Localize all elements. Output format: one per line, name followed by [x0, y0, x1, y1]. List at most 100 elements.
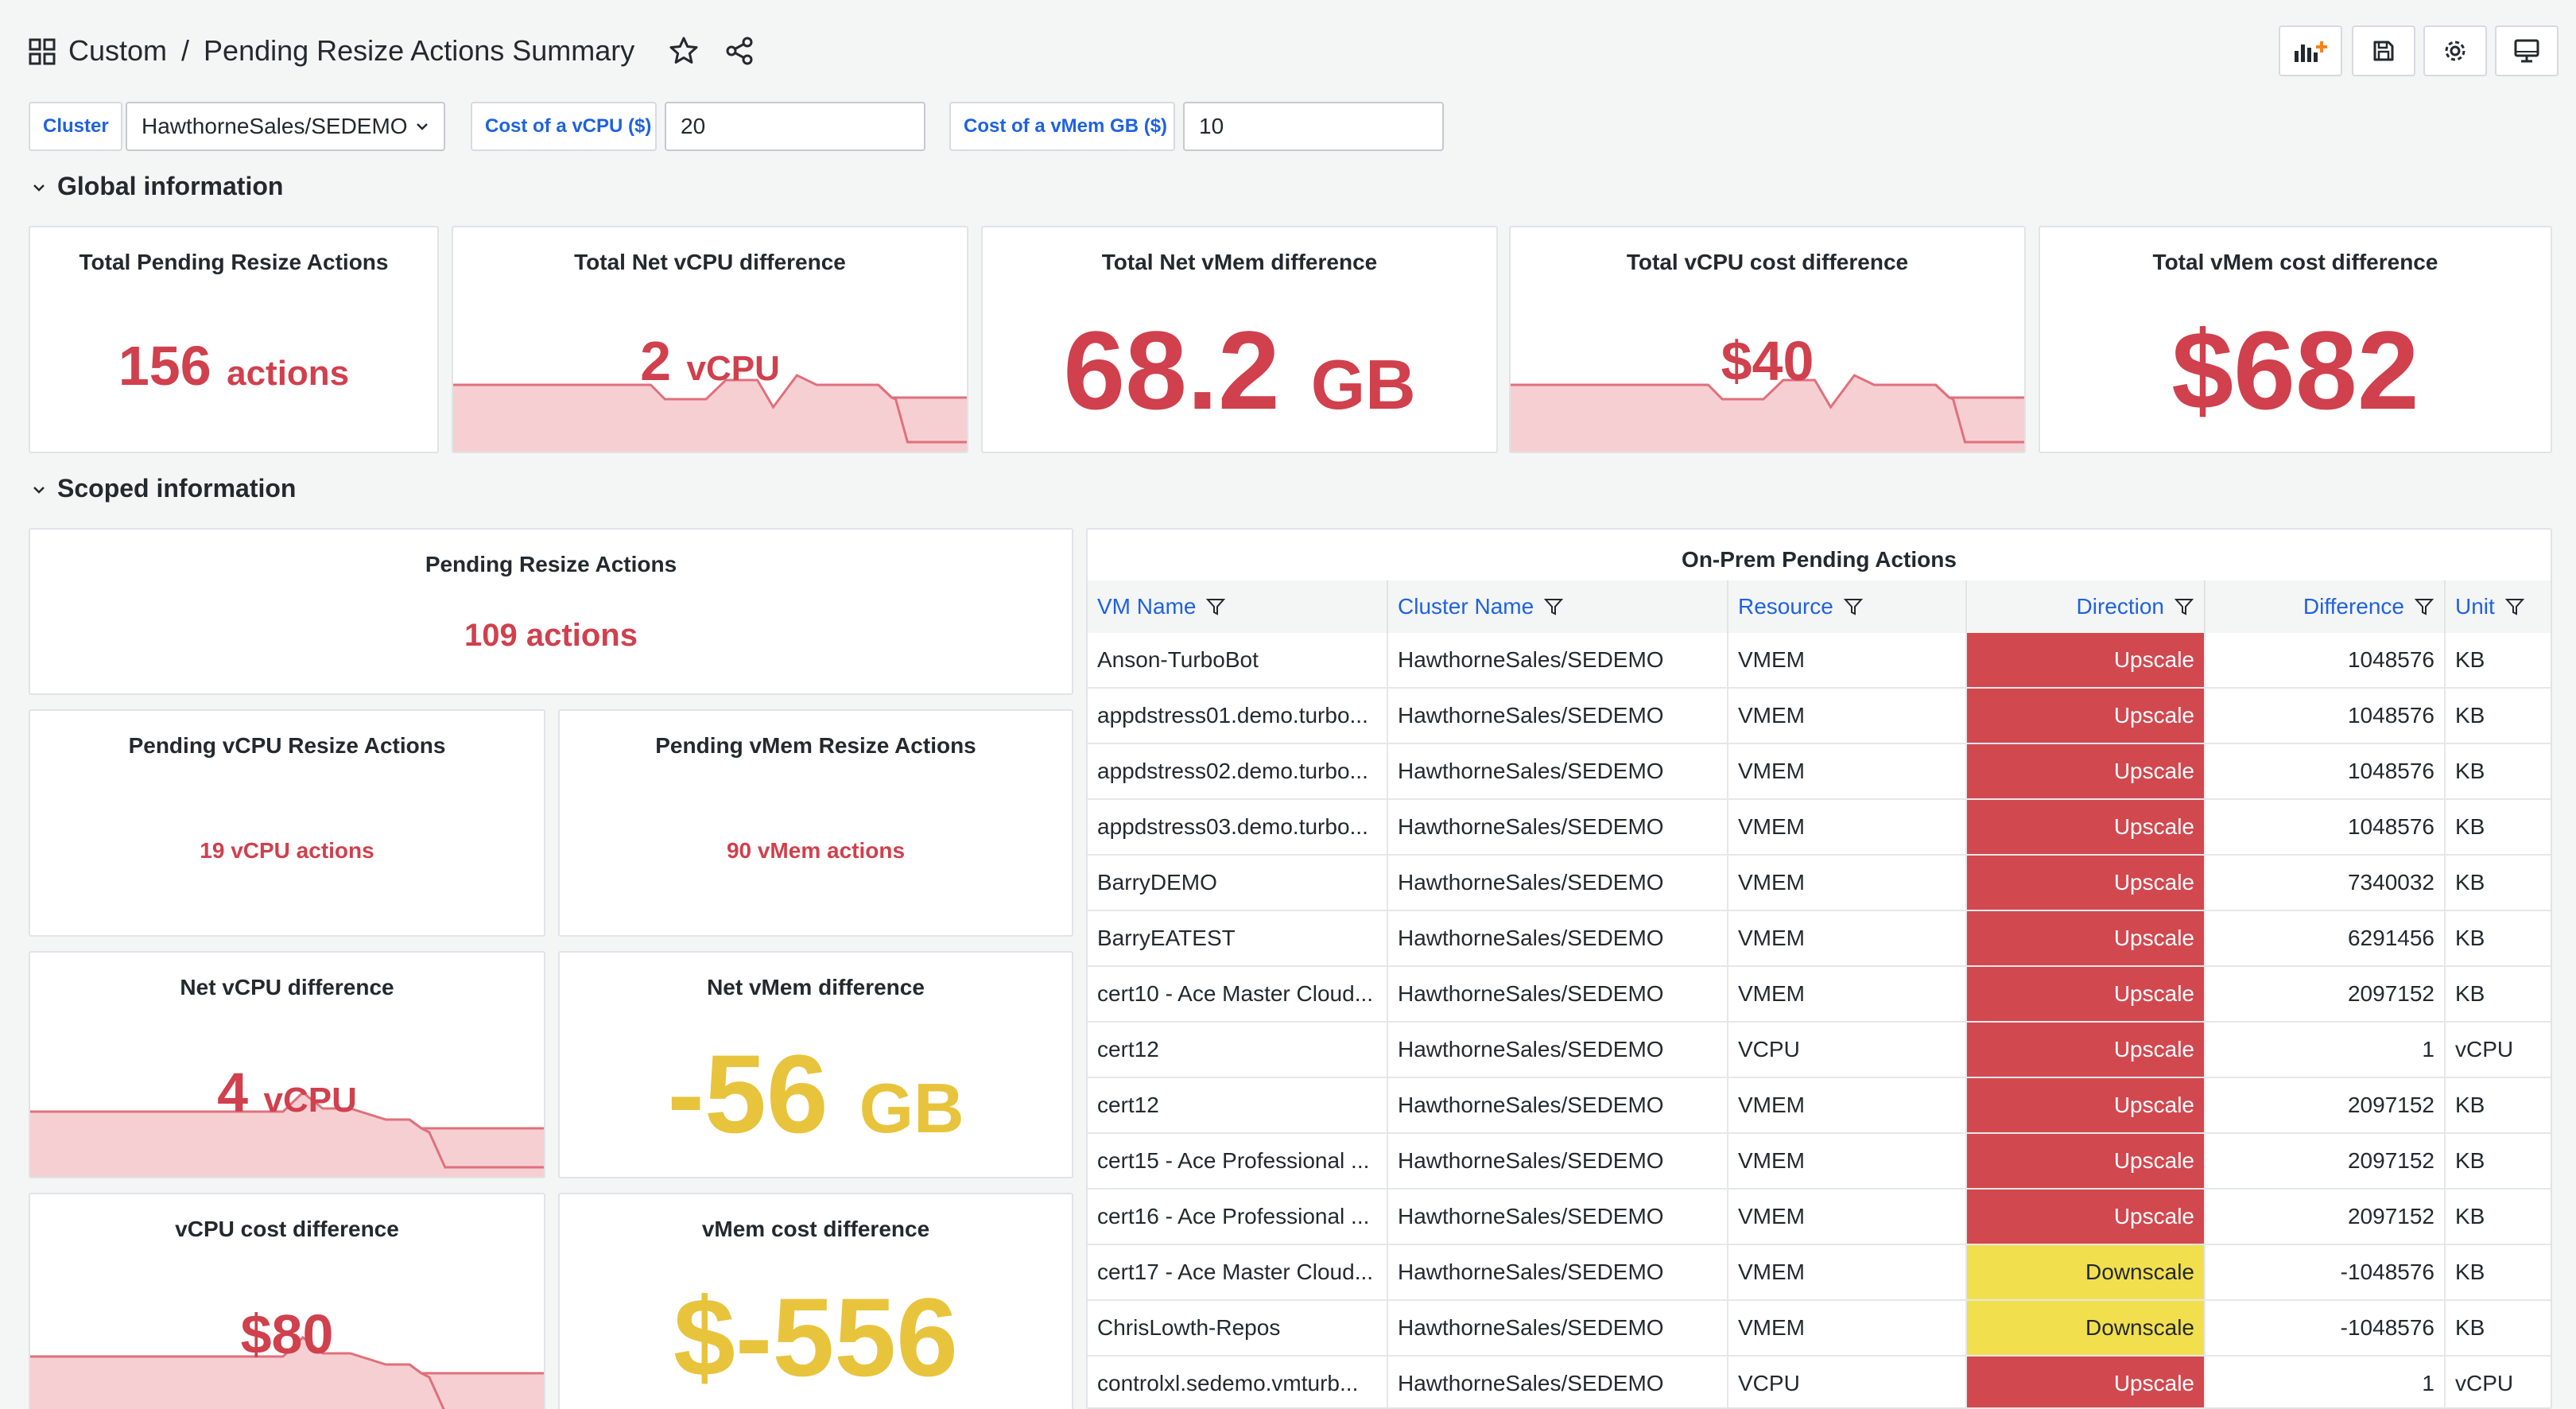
- stat-unit: vCPU: [686, 349, 780, 388]
- panel-total-pending-actions: Total Pending Resize Actions 156 actions: [29, 226, 439, 453]
- cell-unit: KB: [2455, 1148, 2485, 1173]
- stat-value: 4 vCPU: [217, 1062, 357, 1124]
- view-mode-button[interactable]: [2495, 25, 2559, 76]
- cell-cluster-name: HawthorneSales/SEDEMO: [1388, 744, 1728, 798]
- table-row[interactable]: cert12 HawthorneSales/SEDEMO VCPU Upscale 1 v…: [1088, 1023, 2551, 1078]
- cell-resource: VMEM: [1728, 967, 1967, 1021]
- row-global-information[interactable]: Global information: [32, 172, 283, 201]
- cell-difference: 6291456: [2206, 911, 2446, 965]
- stat-value: $40: [1721, 330, 1814, 392]
- table-row[interactable]: BarryEATEST HawthorneSales/SEDEMO VMEM Upsc…: [1088, 911, 2551, 967]
- panel-total-net-vcpu: Total Net vCPU difference 2 vCPU: [452, 226, 968, 453]
- column-header-cluster-name[interactable]: Cluster Name: [1388, 580, 1728, 633]
- add-panel-button[interactable]: [2279, 25, 2342, 76]
- cell-cluster-name: HawthorneSales/SEDEMO: [1388, 967, 1728, 1021]
- cell-resource: VMEM: [1728, 633, 1967, 687]
- filter-icon[interactable]: [2504, 596, 2525, 617]
- cell-vm-name: cert12: [1088, 1023, 1388, 1077]
- share-icon[interactable]: [724, 35, 755, 67]
- panel-net-vmem: Net vMem difference -56 GB: [558, 951, 1073, 1178]
- column-header-vm-name[interactable]: VM Name: [1088, 580, 1388, 633]
- cell-resource: VMEM: [1728, 911, 1967, 965]
- cell-unit: vCPU: [2455, 1037, 2514, 1062]
- cell-unit: KB: [2455, 703, 2485, 728]
- stat-unit: vCPU: [263, 1081, 357, 1120]
- vmem-cost-input[interactable]: 10: [1183, 102, 1444, 151]
- cell-difference: -1048576: [2206, 1301, 2446, 1355]
- table-row[interactable]: BarryDEMO HawthorneSales/SEDEMO VMEM Upscal…: [1088, 856, 2551, 911]
- dashboard-settings-button[interactable]: [2423, 25, 2487, 76]
- table-row[interactable]: cert10 - Ace Master Cloud... HawthorneSal…: [1088, 967, 2551, 1023]
- panel-title: Total vCPU cost difference: [1626, 250, 1909, 274]
- chevron-down-icon: [32, 479, 49, 499]
- star-icon[interactable]: [668, 35, 700, 67]
- filter-icon[interactable]: [2414, 596, 2434, 617]
- column-header-unit[interactable]: Unit: [2446, 580, 2551, 633]
- panel-total-vcpu-cost: Total vCPU cost difference $40: [1509, 226, 2026, 453]
- cell-vm-name: BarryDEMO: [1088, 856, 1388, 910]
- table-row[interactable]: cert12 HawthorneSales/SEDEMO VMEM Upscale 20…: [1088, 1078, 2551, 1134]
- cell-vm-name: cert10 - Ace Master Cloud...: [1088, 967, 1388, 1021]
- panel-title: Total Net vMem difference: [1101, 250, 1378, 274]
- cell-cluster-name: HawthorneSales/SEDEMO: [1388, 800, 1728, 854]
- table-row[interactable]: ChrisLowth-Repos HawthorneSales/SEDEMO VME…: [1088, 1301, 2551, 1357]
- row-title: Global information: [57, 172, 284, 200]
- cell-direction: Downscale: [1967, 1245, 2206, 1299]
- panel-title: Net vCPU difference: [180, 975, 394, 999]
- vcpu-cost-input[interactable]: 20: [665, 102, 925, 151]
- cluster-select[interactable]: HawthorneSales/SEDEMO: [126, 102, 445, 151]
- panel-pending-vmem-actions: Pending vMem Resize Actions 90 vMem acti…: [558, 709, 1073, 937]
- filter-icon[interactable]: [1543, 596, 1564, 617]
- page-title[interactable]: Pending Resize Actions Summary: [204, 34, 635, 67]
- cell-direction: Upscale: [1967, 911, 2206, 965]
- cell-direction: Upscale: [1967, 967, 2206, 1021]
- table-row[interactable]: cert15 - Ace Professional ... HawthorneSa…: [1088, 1134, 2551, 1190]
- table-row[interactable]: appdstress03.demo.turbo... HawthorneSales…: [1088, 800, 2551, 856]
- filter-icon[interactable]: [1843, 596, 1864, 617]
- column-header-direction[interactable]: Direction: [1967, 580, 2206, 633]
- cell-cluster-name: HawthorneSales/SEDEMO: [1388, 1134, 1728, 1188]
- cell-resource: VMEM: [1728, 800, 1967, 854]
- column-header-resource[interactable]: Resource: [1728, 580, 1967, 633]
- breadcrumb-folder-link[interactable]: Custom: [68, 34, 168, 67]
- filter-icon[interactable]: [1205, 596, 1226, 617]
- chevron-down-icon: [32, 177, 49, 197]
- cell-cluster-name: HawthorneSales/SEDEMO: [1388, 689, 1728, 743]
- cell-direction: Upscale: [1967, 689, 2206, 743]
- cell-difference: 2097152: [2206, 1190, 2446, 1244]
- table-row[interactable]: cert16 - Ace Professional ... HawthorneSa…: [1088, 1190, 2551, 1245]
- panel-total-vmem-cost: Total vMem cost difference $682: [2039, 226, 2552, 453]
- stat-value: -56 GB: [667, 1031, 964, 1156]
- cell-difference: 1048576: [2206, 744, 2446, 798]
- stat-value: 2 vCPU: [640, 330, 780, 392]
- cell-resource: VCPU: [1728, 1357, 1967, 1407]
- cell-vm-name: cert12: [1088, 1078, 1388, 1132]
- table-row[interactable]: controlxl.sedemo.vmturb... HawthorneSales…: [1088, 1357, 2551, 1407]
- chevron-down-icon: [417, 123, 428, 130]
- table-row[interactable]: Anson-TurboBot HawthorneSales/SEDEMO VMEM U…: [1088, 633, 2551, 689]
- cell-unit: KB: [2455, 647, 2485, 672]
- cell-cluster-name: HawthorneSales/SEDEMO: [1388, 856, 1728, 910]
- vcpu-cost-label: Cost of a vCPU ($): [471, 102, 657, 151]
- row-scoped-information[interactable]: Scoped information: [32, 474, 296, 503]
- table-row[interactable]: appdstress01.demo.turbo... HawthorneSales…: [1088, 689, 2551, 744]
- cell-unit: KB: [2455, 759, 2485, 783]
- cluster-select-value: HawthorneSales/SEDEMO: [142, 114, 408, 138]
- cell-direction: Upscale: [1967, 856, 2206, 910]
- cell-unit: KB: [2455, 981, 2485, 1006]
- save-dashboard-button[interactable]: [2352, 25, 2415, 76]
- table-row[interactable]: cert17 - Ace Master Cloud... HawthorneSal…: [1088, 1245, 2551, 1301]
- column-header-difference[interactable]: Difference: [2206, 580, 2446, 633]
- table-row[interactable]: appdstress02.demo.turbo... HawthorneSales…: [1088, 744, 2551, 800]
- panel-title: vMem cost difference: [701, 1217, 930, 1241]
- cell-cluster-name: HawthorneSales/SEDEMO: [1388, 1301, 1728, 1355]
- cell-resource: VMEM: [1728, 1190, 1967, 1244]
- stat-value: 19 vCPU actions: [200, 838, 374, 863]
- dashboards-grid-icon[interactable]: [29, 38, 56, 65]
- cluster-variable-label: Cluster: [29, 102, 122, 151]
- cell-unit: vCPU: [2455, 1371, 2514, 1395]
- monitor-icon: [2514, 39, 2539, 63]
- panel-vcpu-cost: vCPU cost difference $80: [29, 1193, 545, 1409]
- cell-direction: Upscale: [1967, 744, 2206, 798]
- filter-icon[interactable]: [2174, 596, 2194, 617]
